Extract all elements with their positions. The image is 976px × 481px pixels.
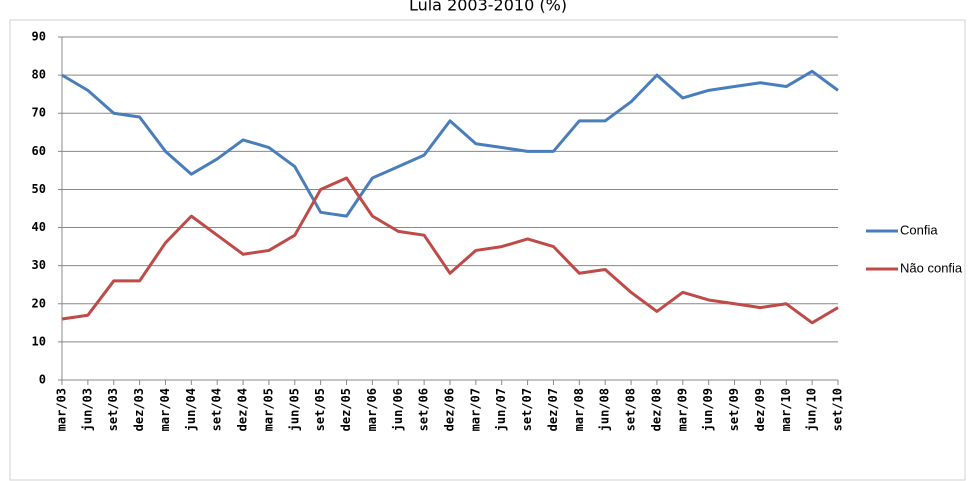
legend-label: Não confia	[900, 260, 963, 275]
series-line	[61, 69, 839, 218]
x-tick-label: dez/08	[649, 388, 663, 431]
x-tick-label: mar/04	[158, 388, 172, 431]
y-tick-label: 50	[32, 182, 46, 196]
x-tick-label: set/07	[520, 388, 534, 431]
x-tick-label: set/08	[624, 388, 638, 431]
x-tick-label: jun/09	[701, 388, 715, 431]
x-tick-label: set/06	[417, 388, 431, 431]
y-tick-label: 20	[32, 296, 46, 310]
x-tick-label: jun/07	[494, 388, 508, 431]
x-tick-label: jun/06	[391, 388, 405, 431]
x-tick-label: mar/07	[468, 388, 482, 431]
y-tick-label: 10	[32, 334, 46, 348]
x-tick-label: dez/06	[443, 388, 457, 431]
x-tick-label: mar/03	[55, 388, 69, 431]
x-tick-label: dez/03	[132, 388, 146, 431]
x-tick-label: set/03	[106, 388, 120, 431]
x-tick-label: jun/05	[287, 388, 301, 431]
x-tick-label: set/10	[831, 388, 845, 431]
y-tick-label: 0	[39, 373, 46, 387]
y-tick-label: 70	[32, 106, 46, 120]
x-tick-label: mar/09	[675, 388, 689, 431]
x-tick-label: jun/03	[80, 388, 94, 431]
y-tick-label: 40	[32, 220, 46, 234]
x-tick-label: dez/04	[236, 388, 250, 431]
y-tick-label: 80	[32, 68, 46, 82]
chart-frame	[9, 19, 966, 481]
x-tick-label: jun/10	[805, 388, 819, 431]
series-line	[61, 176, 839, 325]
x-tick-label: mar/05	[261, 388, 275, 431]
legend-label: Confia	[900, 222, 938, 237]
x-tick-label: set/09	[727, 388, 741, 431]
x-tick-label: dez/09	[753, 388, 767, 431]
x-tick-label: mar/06	[365, 388, 379, 431]
x-tick-label: jun/08	[598, 388, 612, 431]
y-tick-label: 60	[32, 144, 46, 158]
chart-title: Lula 2003-2010 (%)	[409, 0, 567, 15]
x-tick-label: mar/10	[779, 388, 793, 431]
y-tick-label: 90	[32, 30, 46, 44]
x-tick-label: dez/07	[546, 388, 560, 431]
x-tick-label: set/04	[210, 388, 224, 431]
x-tick-label: dez/05	[339, 388, 353, 431]
x-tick-label: jun/04	[184, 388, 198, 431]
x-tick-label: set/05	[313, 388, 327, 431]
x-tick-label: mar/08	[572, 388, 586, 431]
y-tick-label: 30	[32, 258, 46, 272]
